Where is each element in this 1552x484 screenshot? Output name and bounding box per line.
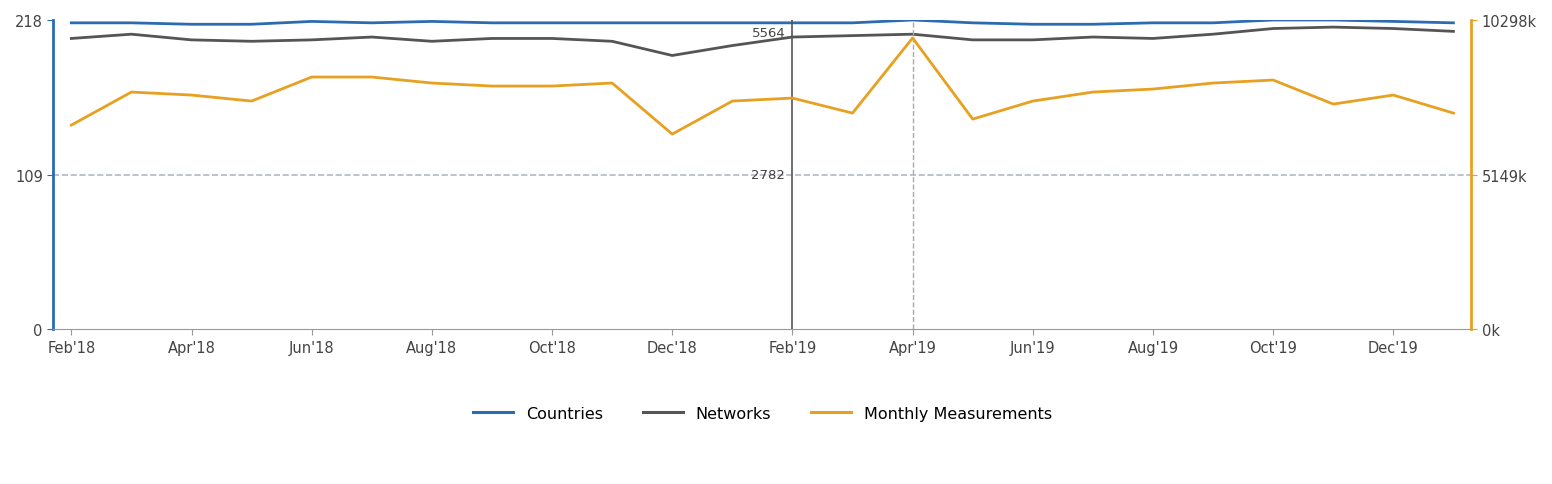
Text: 2782: 2782 <box>751 169 785 182</box>
Legend: Countries, Networks, Monthly Measurements: Countries, Networks, Monthly Measurement… <box>467 399 1058 427</box>
Text: 5564: 5564 <box>751 27 785 40</box>
